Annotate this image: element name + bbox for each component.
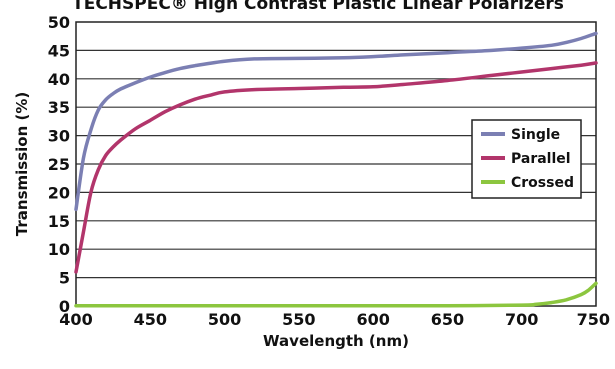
- chart-title: TECHSPEC® High Contrast Plastic Linear P…: [72, 0, 564, 14]
- series-line-crossed: [74, 281, 598, 308]
- x-tick-label: 500: [208, 310, 241, 329]
- y-tick-label: 20: [48, 183, 70, 202]
- x-tick-label: 450: [134, 310, 167, 329]
- y-tick-label: 50: [48, 13, 70, 32]
- y-tick-label: 5: [59, 269, 70, 288]
- y-tick-label: 35: [48, 98, 70, 117]
- x-tick-label: 600: [356, 310, 389, 329]
- x-tick-label: 700: [505, 310, 538, 329]
- legend-label: Single: [511, 127, 560, 143]
- series-line-single: [74, 31, 598, 212]
- y-axis-ticks: 0 5 10 15 20 25 30 35 40 45 50: [48, 13, 70, 316]
- series-line-parallel: [74, 61, 598, 274]
- y-tick-label: 25: [48, 155, 70, 174]
- y-tick-label: 15: [48, 212, 70, 231]
- grid: [76, 49, 596, 279]
- y-tick-label: 40: [48, 70, 70, 89]
- y-tick-label: 0: [59, 297, 70, 316]
- x-tick-label: 750: [577, 310, 610, 329]
- legend-label: Parallel: [511, 151, 571, 167]
- y-axis-label: Transmission (%): [13, 92, 31, 236]
- y-tick-label: 30: [48, 127, 70, 146]
- legend: Single Parallel Crossed: [471, 119, 582, 199]
- y-tick-label: 10: [48, 240, 70, 259]
- x-tick-label: 550: [282, 310, 315, 329]
- series-lines: [74, 31, 598, 308]
- x-tick-label: 400: [59, 310, 92, 329]
- x-axis-ticks: 400 450 500 550 600 650 700 750: [59, 310, 610, 329]
- x-tick-label: 650: [431, 310, 464, 329]
- y-tick-label: 45: [48, 41, 70, 60]
- legend-label: Crossed: [511, 175, 574, 191]
- x-axis-label: Wavelength (nm): [263, 332, 409, 350]
